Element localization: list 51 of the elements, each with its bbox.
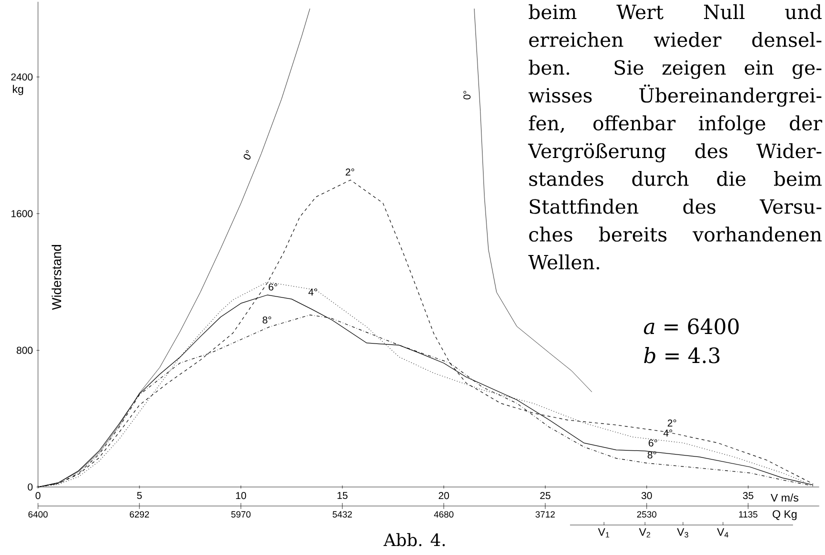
text: 5970 — [231, 511, 251, 518]
text: 4680 — [434, 511, 454, 518]
text: Q Kg — [772, 510, 797, 520]
annotation: Stattfinden des Versu- — [530, 198, 822, 214]
y-tick-label: 0 — [28, 483, 33, 491]
annotation: 4° — [308, 288, 318, 296]
annotation: 4° — [663, 430, 672, 436]
text: 6292 — [130, 511, 149, 518]
annotation: 0° — [463, 90, 471, 100]
y-axis-title: Widerstand — [52, 245, 62, 310]
annotation: Vergrößerung des Wider- — [528, 143, 822, 162]
x-tick-label: 5 — [137, 492, 142, 500]
text: 6400 — [28, 511, 48, 518]
annotation: 6° — [268, 283, 278, 291]
annotation: ches bereits vorhandenen — [529, 226, 822, 242]
text: 2530 — [637, 511, 656, 518]
caption: Abb. 4. — [383, 533, 445, 546]
annotation: 8° — [262, 316, 272, 324]
text: 3712 — [536, 511, 555, 518]
text: 1135 — [739, 511, 758, 518]
annotation: ben. Sie zeigen ein ge- — [528, 60, 822, 79]
y-tick-label: 2400 — [11, 73, 33, 81]
y-tick-label: 1600 — [11, 210, 33, 218]
annotation: a = 6400 — [644, 318, 739, 334]
x-tick-label: 35 — [742, 492, 754, 500]
x-tick-label: 0 — [36, 492, 40, 500]
x-tick-label: 30 — [642, 492, 652, 500]
annotation: Wellen. — [528, 254, 600, 270]
annotation: 8° — [648, 451, 656, 459]
x-axis-title: V m/s — [770, 494, 798, 502]
text: V$_{2}$ — [638, 528, 650, 538]
x-tick-label: 15 — [338, 492, 348, 500]
text: kg — [12, 84, 24, 96]
annotation: wisses Übereinandergrei- — [528, 84, 822, 107]
y-tick-label: 800 — [16, 346, 33, 354]
annotation: erreichen wieder densel- — [529, 32, 822, 48]
text: 5432 — [332, 511, 352, 518]
x-tick-label: 10 — [236, 492, 246, 500]
annotation: b = 4.3 — [644, 347, 720, 364]
annotation: 2° — [346, 168, 354, 176]
annotation: 6° — [648, 439, 658, 447]
text: V$_{4}$ — [716, 528, 728, 538]
annotation: 0° — [244, 150, 251, 160]
text: V$_{1}$ — [598, 528, 610, 538]
annotation: 2° — [668, 420, 676, 426]
x-tick-label: 25 — [540, 492, 550, 500]
annotation: standes durch die beim — [529, 170, 822, 186]
text: V$_{3}$ — [676, 528, 688, 538]
annotation: beim Wert Null und — [528, 4, 822, 20]
x-tick-label: 20 — [438, 492, 449, 500]
annotation: fen, offenbar infolge der — [528, 115, 822, 135]
